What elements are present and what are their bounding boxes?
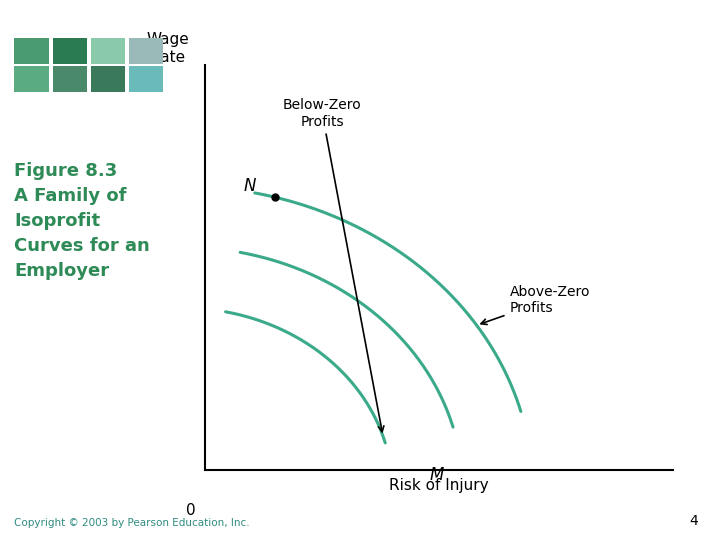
Text: Copyright © 2003 by Pearson Education, Inc.: Copyright © 2003 by Pearson Education, I… xyxy=(14,518,250,528)
Text: Figure 8.3
A Family of
Isoprofit
Curves for an
Employer: Figure 8.3 A Family of Isoprofit Curves … xyxy=(14,162,150,280)
Text: 0: 0 xyxy=(186,503,196,518)
Text: Above-Zero
Profits: Above-Zero Profits xyxy=(481,285,590,325)
Text: Zero
Profits: Zero Profits xyxy=(0,539,1,540)
Text: 4: 4 xyxy=(690,514,698,528)
Text: N: N xyxy=(243,177,256,195)
Text: Wage
Rate: Wage Rate xyxy=(146,32,189,65)
Text: Below-Zero
Profits: Below-Zero Profits xyxy=(283,98,384,432)
Text: M: M xyxy=(430,466,444,484)
X-axis label: Risk of Injury: Risk of Injury xyxy=(390,478,489,493)
